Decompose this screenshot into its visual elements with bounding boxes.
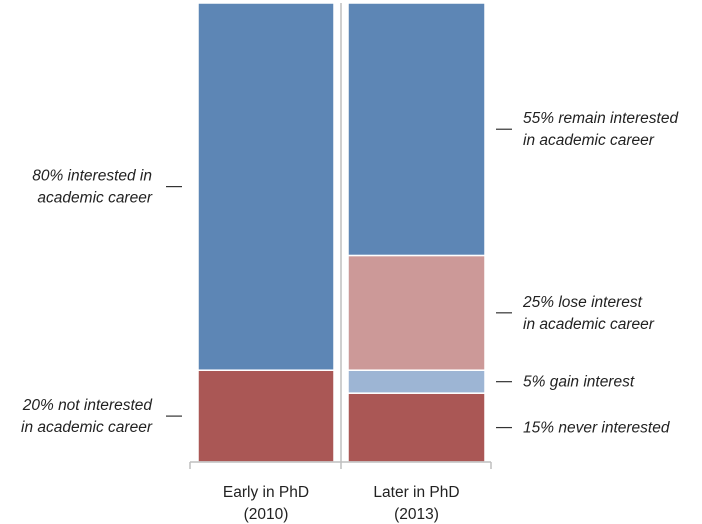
bar-segment-1-2 (347, 254, 486, 371)
bar-segment-1-0 (347, 392, 486, 463)
bar-segment-1-1 (347, 369, 486, 394)
bar-segment-0-1 (197, 2, 335, 371)
bar-segment-1-3 (347, 2, 486, 257)
annotation-label-1-1-0: 5% gain interest (523, 374, 635, 391)
x-tick-label-1-line1: Later in PhD (373, 484, 459, 501)
x-tick-label-1-line2: (2013) (394, 506, 439, 523)
x-tick-label-0-line2: (2010) (244, 506, 289, 523)
annotation-label-0-1-0: 80% interested in (32, 168, 152, 185)
bar-segment-0-0 (197, 369, 335, 463)
annotation-label-1-2-0: 25% lose interest (522, 294, 643, 311)
annotation-label-1-0-0: 15% never interested (523, 420, 671, 437)
annotation-label-0-0-0: 20% not interested (22, 397, 154, 414)
x-tick-label-0-line1: Early in PhD (223, 484, 309, 501)
annotation-label-1-3-1: in academic career (523, 132, 655, 149)
annotation-label-1-3-0: 55% remain interested (523, 110, 679, 127)
annotation-label-1-2-1: in academic career (523, 316, 655, 333)
annotation-label-0-0-1: in academic career (21, 419, 153, 436)
annotation-label-0-1-1: academic career (37, 190, 152, 207)
